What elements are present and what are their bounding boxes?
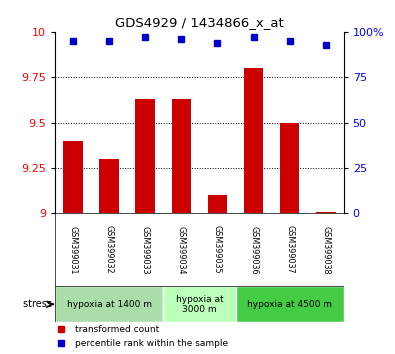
Bar [208, 195, 228, 213]
Bar [235, 286, 344, 322]
Text: stress: stress [23, 299, 55, 309]
Title: GDS4929 / 1434866_x_at: GDS4929 / 1434866_x_at [115, 16, 284, 29]
Bar [64, 141, 83, 213]
Bar [171, 99, 191, 213]
Text: GSM399032: GSM399032 [105, 225, 114, 274]
Bar [244, 68, 263, 213]
Text: GSM399036: GSM399036 [249, 225, 258, 274]
Bar [135, 99, 155, 213]
Bar [316, 212, 335, 213]
Text: GSM399038: GSM399038 [321, 225, 330, 274]
Text: hypoxia at
3000 m: hypoxia at 3000 m [176, 295, 223, 314]
Text: GSM399031: GSM399031 [69, 225, 78, 274]
Bar [164, 286, 235, 322]
Text: GSM399035: GSM399035 [213, 225, 222, 274]
Text: hypoxia at 4500 m: hypoxia at 4500 m [247, 300, 332, 309]
Bar [280, 122, 299, 213]
Bar [55, 286, 164, 322]
Text: percentile rank within the sample: percentile rank within the sample [75, 339, 229, 348]
Bar [100, 159, 119, 213]
Text: GSM399034: GSM399034 [177, 225, 186, 274]
Text: hypoxia at 1400 m: hypoxia at 1400 m [67, 300, 152, 309]
Text: transformed count: transformed count [75, 325, 160, 334]
Text: GSM399033: GSM399033 [141, 225, 150, 274]
Text: GSM399037: GSM399037 [285, 225, 294, 274]
